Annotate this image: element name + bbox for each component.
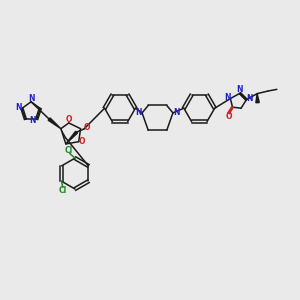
Text: N: N (246, 94, 253, 103)
Polygon shape (48, 118, 61, 129)
Text: Cl: Cl (58, 186, 67, 195)
Text: O: O (225, 112, 232, 121)
Text: O: O (79, 137, 85, 146)
Text: N: N (236, 85, 243, 94)
Text: N: N (135, 108, 142, 117)
Text: O: O (65, 115, 72, 124)
Text: N: N (173, 108, 180, 117)
Text: N: N (15, 103, 21, 112)
Text: O: O (84, 123, 91, 132)
Polygon shape (66, 131, 77, 144)
Text: N: N (30, 116, 36, 125)
Text: Cl: Cl (64, 146, 73, 155)
Polygon shape (256, 94, 259, 103)
Text: N: N (28, 94, 34, 103)
Text: N: N (224, 93, 231, 102)
